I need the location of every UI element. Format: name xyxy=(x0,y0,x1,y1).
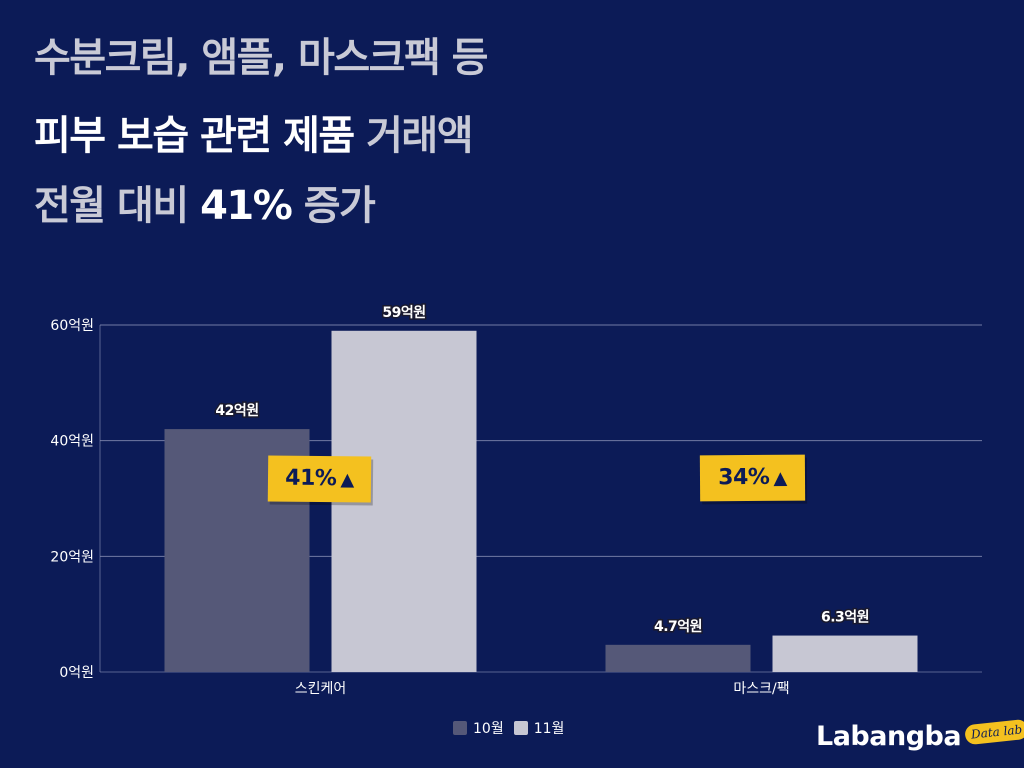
y-tick-label: 60억원 xyxy=(50,318,94,334)
up-arrow-icon: ▲ xyxy=(773,467,787,489)
headline-line-1-text: 수분크림, 앰플, 마스크팩 등 xyxy=(34,35,488,81)
growth-badge-skincare: 41% ▲ xyxy=(267,455,372,503)
legend-swatch-oct xyxy=(453,721,467,735)
legend-swatch-nov xyxy=(513,721,528,735)
up-arrow-icon: ▲ xyxy=(340,469,354,491)
growth-badge-mask: 34% ▲ xyxy=(699,454,806,502)
bar-nov-1[interactable] xyxy=(772,635,918,672)
legend-item-nov[interactable]: 11월 xyxy=(513,718,565,738)
headline-line-2: 피부 보습 관련 제품 거래액 xyxy=(34,113,474,159)
x-category-label: 스킨케어 xyxy=(295,681,347,697)
headline-line-1: 수분크림, 앰플, 마스크팩 등 xyxy=(34,35,488,81)
y-tick-label: 40억원 xyxy=(50,434,94,450)
bar-oct-1[interactable] xyxy=(605,644,751,672)
chart-legend: 10월 11월 xyxy=(453,718,564,738)
y-tick-label: 0억원 xyxy=(59,665,94,681)
headline-line-3-end: 증가 xyxy=(291,183,376,229)
logo-tag: Data lab xyxy=(964,718,1024,746)
bar-value-label: 4.7억원 xyxy=(654,619,702,635)
y-tick-label: 20억원 xyxy=(50,549,94,565)
bar-value-label: 42억원 xyxy=(215,403,258,419)
legend-label-oct: 10월 xyxy=(473,721,504,737)
headline-line-2-rest: 거래액 xyxy=(353,113,473,159)
brand-logo: Labangba Data lab xyxy=(816,716,1024,756)
growth-badge-skincare-value: 41% xyxy=(285,465,337,492)
legend-label-nov: 11월 xyxy=(533,721,565,737)
growth-badge-mask-value: 34% xyxy=(718,464,770,491)
bar-value-label: 6.3억원 xyxy=(821,610,869,626)
bar-value-label: 59억원 xyxy=(382,305,425,321)
x-category-label: 마스크/팩 xyxy=(733,681,789,697)
legend-item-oct[interactable]: 10월 xyxy=(453,718,504,738)
headline-line-3-percent: 41% xyxy=(200,183,293,229)
headline-line-3: 전월 대비 41% 증가 xyxy=(34,183,376,229)
headline-line-3-start: 전월 대비 xyxy=(34,183,201,229)
headline-line-2-highlight: 피부 보습 관련 제품 xyxy=(34,113,355,159)
logo-text: Labangba xyxy=(816,720,962,752)
